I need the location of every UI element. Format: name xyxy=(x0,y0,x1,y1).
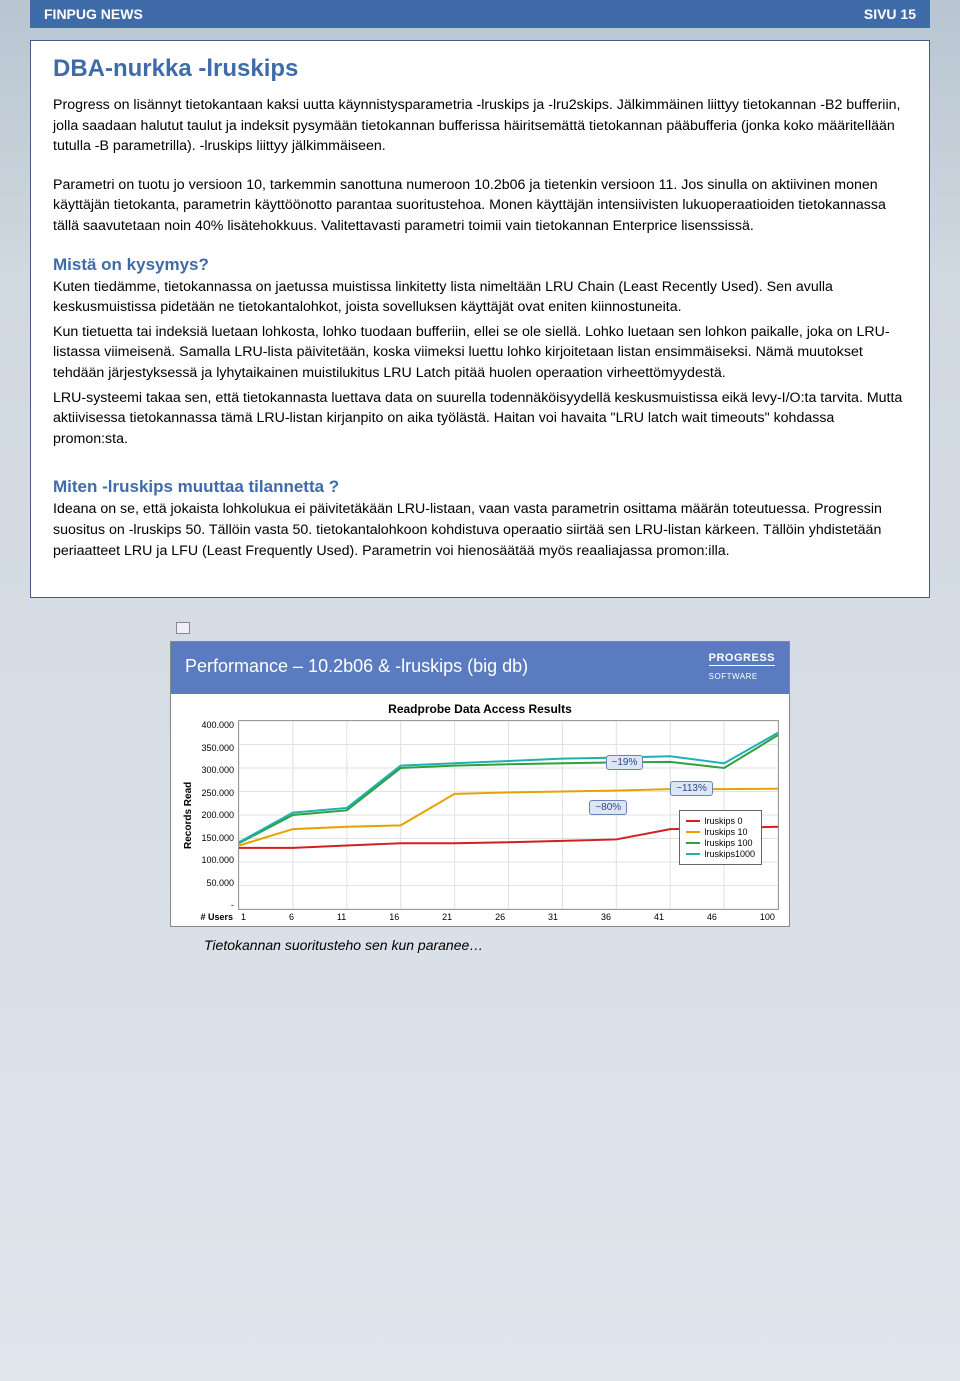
y-axis-label: Records Read xyxy=(181,720,196,910)
paragraph-5: LRU-systeemi takaa sen, että tietokannas… xyxy=(53,388,907,450)
subheading-2: Miten -lruskips muuttaa tilannetta ? xyxy=(53,477,907,497)
page-header: FINPUG NEWS SIVU 15 xyxy=(30,0,930,28)
paragraph-6: Ideana on se, että jokaista lohkolukua e… xyxy=(53,499,907,561)
slide-title: Performance – 10.2b06 & -lruskips (big d… xyxy=(185,656,528,677)
y-tick: 50.000 xyxy=(196,878,234,888)
callout-label: ~80% xyxy=(589,800,627,815)
y-tick: 200.000 xyxy=(196,810,234,820)
x-tick: 26 xyxy=(495,912,505,922)
y-tick: 150.000 xyxy=(196,833,234,843)
header-left: FINPUG NEWS xyxy=(44,6,143,22)
legend: lruskips 0lruskips 10lruskips 100lruskip… xyxy=(679,810,762,865)
x-tick: 100 xyxy=(760,912,775,922)
callout-label: ~113% xyxy=(670,781,713,796)
x-tick: 36 xyxy=(601,912,611,922)
progress-logo: PROGRESS SOFTWARE xyxy=(709,648,775,684)
paragraph-1: Progress on lisännyt tietokantaan kaksi … xyxy=(53,95,907,157)
x-tick: 11 xyxy=(337,912,346,922)
x-tick: 1 xyxy=(241,912,246,922)
x-tick: 6 xyxy=(289,912,294,922)
paragraph-4: Kun tietuetta tai indeksiä luetaan lohko… xyxy=(53,322,907,384)
x-ticks: 161116212631364146100 xyxy=(237,912,779,922)
x-axis-label: # Users xyxy=(181,912,237,922)
y-tick: 350.000 xyxy=(196,743,234,753)
x-tick: 31 xyxy=(548,912,558,922)
article-title: DBA-nurkka -lruskips xyxy=(53,55,907,83)
paragraph-2: Parametri on tuotu jo versioon 10, tarke… xyxy=(53,175,907,237)
plot-area: lruskips 0lruskips 10lruskips 100lruskip… xyxy=(238,720,779,910)
subheading-1: Mistä on kysymys? xyxy=(53,255,907,275)
chart-container: Performance – 10.2b06 & -lruskips (big d… xyxy=(170,622,790,953)
legend-item: lruskips1000 xyxy=(686,849,755,859)
chart-slide: Performance – 10.2b06 & -lruskips (big d… xyxy=(170,641,790,927)
slide-body: Readprobe Data Access Results Records Re… xyxy=(171,694,789,926)
chart-title: Readprobe Data Access Results xyxy=(181,702,779,716)
y-ticks: 400.000 350.000 300.000 250.000 200.000 150.0… xyxy=(196,720,238,910)
y-tick: - xyxy=(196,900,234,910)
header-right: SIVU 15 xyxy=(864,6,916,22)
paragraph-3: Kuten tiedämme, tietokannassa on jaetuss… xyxy=(53,277,907,318)
legend-item: lruskips 10 xyxy=(686,827,755,837)
y-tick: 400.000 xyxy=(196,720,234,730)
chart-caption: Tietokannan suoritusteho sen kun paranee… xyxy=(204,937,790,953)
x-tick: 16 xyxy=(389,912,399,922)
y-tick: 250.000 xyxy=(196,788,234,798)
x-tick: 46 xyxy=(707,912,717,922)
y-tick: 300.000 xyxy=(196,765,234,775)
legend-item: lruskips 100 xyxy=(686,838,755,848)
legend-item: lruskips 0 xyxy=(686,816,755,826)
image-placeholder-icon xyxy=(176,622,190,634)
article-frame: DBA-nurkka -lruskips Progress on lisänny… xyxy=(30,40,930,598)
x-tick: 21 xyxy=(442,912,452,922)
x-tick: 41 xyxy=(654,912,664,922)
slide-header: Performance – 10.2b06 & -lruskips (big d… xyxy=(171,642,789,694)
y-tick: 100.000 xyxy=(196,855,234,865)
callout-label: ~19% xyxy=(606,755,644,770)
